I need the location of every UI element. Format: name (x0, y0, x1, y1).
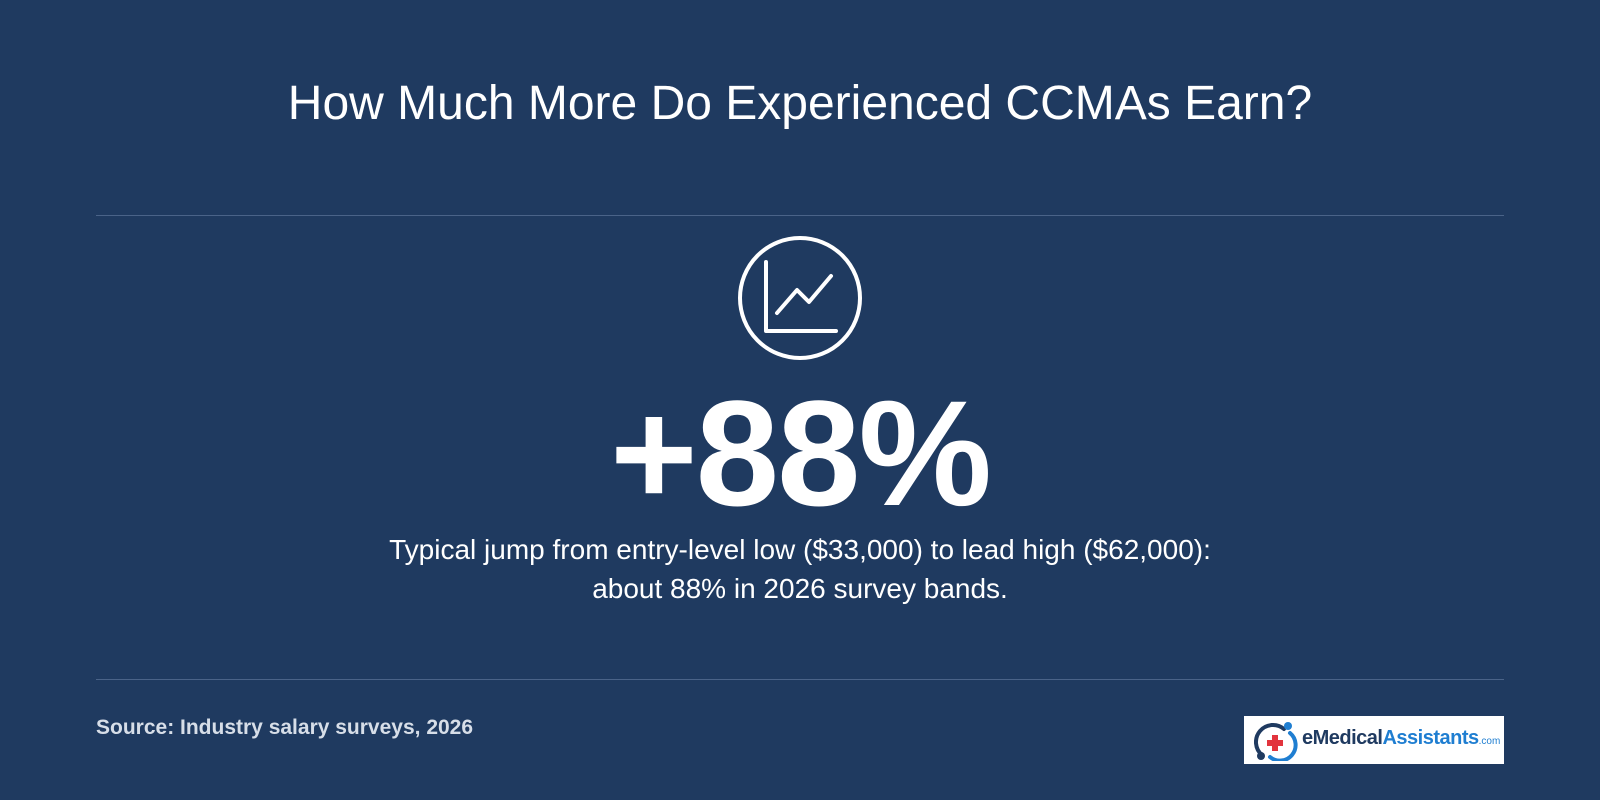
top-divider (96, 215, 1504, 216)
brand-logo: eMedicalAssistants.com (1244, 716, 1504, 764)
medical-cross-icon (1254, 722, 1298, 761)
stat-description: Typical jump from entry-level low ($33,0… (0, 530, 1600, 608)
page-title: How Much More Do Experienced CCMAs Earn? (287, 77, 1313, 130)
source-note: Source: Industry salary surveys, 2026 (96, 716, 474, 739)
description-line-1: Typical jump from entry-level low ($33,0… (389, 534, 1211, 565)
brand-logo-text: eMedicalAssistants.com (1302, 727, 1501, 749)
bottom-divider (96, 679, 1504, 680)
line-chart-icon (736, 234, 864, 362)
description-line-2: about 88% in 2026 survey bands. (592, 573, 1008, 604)
headline-stat: +88% (610, 369, 992, 537)
